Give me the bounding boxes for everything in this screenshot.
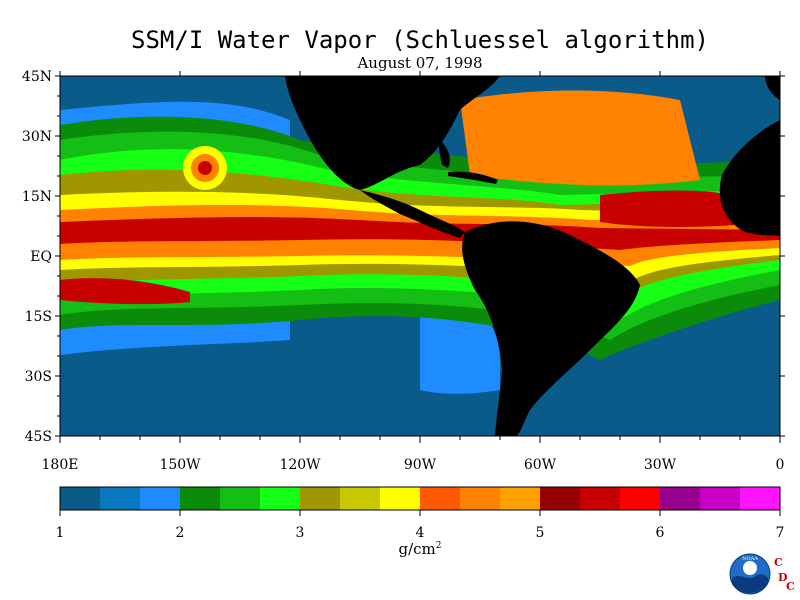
europe-land bbox=[765, 76, 780, 100]
noaa-cdc-logo: NOAA C D C bbox=[729, 553, 795, 595]
colorbar-swatch bbox=[700, 487, 741, 510]
colorbar-swatch bbox=[60, 487, 101, 510]
colorbar-swatch bbox=[540, 487, 581, 510]
colorbar-swatch bbox=[460, 487, 501, 510]
map-title: SSM/I Water Vapor (Schluessel algorithm) bbox=[131, 26, 709, 54]
vapor-band-atlantic-red bbox=[600, 190, 735, 227]
vapor-band-atlantic-orange bbox=[460, 90, 700, 186]
lat-label: 45S bbox=[25, 429, 52, 445]
lon-label: 0 bbox=[776, 457, 785, 473]
colorbar-swatch bbox=[380, 487, 421, 510]
lon-label: 90W bbox=[404, 457, 437, 473]
lon-label: 150W bbox=[159, 457, 201, 473]
africa-land bbox=[719, 120, 780, 236]
colorbar-swatch bbox=[660, 487, 701, 510]
vapor-band-south-pacific-red bbox=[60, 278, 190, 305]
map-date: August 07, 1998 bbox=[357, 54, 483, 72]
lon-label: 180E bbox=[42, 457, 79, 473]
lat-label: 15N bbox=[22, 189, 52, 205]
longitude-axis: 180E 150W 120W 90W 60W 30W 0 bbox=[42, 71, 785, 473]
colorbar-swatch bbox=[140, 487, 181, 510]
colorbar-swatch bbox=[300, 487, 341, 510]
vapor-band-red bbox=[60, 216, 780, 250]
colorbar-swatch bbox=[220, 487, 261, 510]
lon-label: 60W bbox=[524, 457, 557, 473]
latitude-axis: 45N 30N 15N EQ 15S 30S 45S bbox=[22, 69, 785, 445]
hurricane-eye bbox=[198, 161, 212, 175]
lat-label: 30N bbox=[22, 129, 52, 145]
colorbar-swatch bbox=[260, 487, 301, 510]
unit-exponent: 2 bbox=[435, 541, 442, 551]
logo-letter-d: D bbox=[778, 571, 788, 584]
lon-label: 120W bbox=[279, 457, 321, 473]
unit-base: g/cm bbox=[398, 540, 436, 558]
colorbar-swatch bbox=[740, 487, 781, 510]
colorbar-tick-label: 2 bbox=[176, 525, 185, 540]
colorbar-tick-label: 4 bbox=[416, 525, 425, 540]
lat-label: EQ bbox=[30, 249, 52, 265]
south-america-land bbox=[462, 221, 640, 436]
colorbar-ticks: 1 2 3 4 5 6 7 bbox=[56, 510, 785, 540]
lat-label: 15S bbox=[25, 309, 52, 325]
colorbar-tick-label: 7 bbox=[776, 525, 785, 540]
colorbar-tick-label: 6 bbox=[656, 525, 665, 540]
colorbar-tick-label: 3 bbox=[296, 525, 305, 540]
north-america-land bbox=[285, 76, 500, 190]
colorbar-swatch bbox=[580, 487, 621, 510]
lat-label: 45N bbox=[22, 69, 52, 85]
colorbar-swatch bbox=[100, 487, 141, 510]
colorbar bbox=[59, 486, 781, 511]
colorbar-swatch bbox=[180, 487, 221, 510]
logo-letter-c2: C bbox=[786, 580, 795, 593]
lon-label: 30W bbox=[644, 457, 677, 473]
colorbar-swatch bbox=[340, 487, 381, 510]
colorbar-swatch bbox=[420, 487, 461, 510]
water-vapor-map: 45N 30N 15N EQ 15S 30S 45S 180E 150W 120W 90W 60W 3… bbox=[22, 69, 785, 540]
florida-land bbox=[439, 140, 450, 168]
noaa-badge-text: NOAA bbox=[742, 556, 758, 562]
colorbar-swatch bbox=[620, 487, 661, 510]
colorbar-unit: g/cm2 bbox=[360, 540, 480, 558]
logo-letter-c1: C bbox=[774, 556, 783, 569]
lat-label: 30S bbox=[25, 369, 52, 385]
colorbar-tick-label: 5 bbox=[536, 525, 545, 540]
central-america-land bbox=[360, 190, 465, 238]
colorbar-tick-label: 1 bbox=[56, 525, 65, 540]
colorbar-swatch bbox=[500, 487, 541, 510]
cuba-land bbox=[448, 171, 498, 184]
